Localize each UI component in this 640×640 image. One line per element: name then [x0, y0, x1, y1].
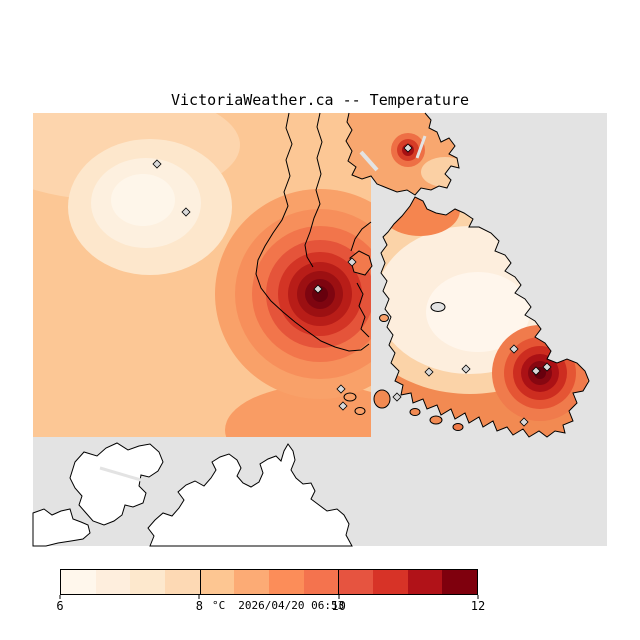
station-marker [152, 159, 162, 169]
station-marker [392, 392, 402, 402]
station-marker [424, 367, 434, 377]
warm-hotspot-west [215, 189, 371, 399]
timestamp-label: 2026/04/20 06:53 [238, 599, 345, 612]
colorbar [60, 569, 478, 595]
colorbar-segment [199, 570, 235, 594]
colorbar-tick-label: 12 [470, 599, 486, 613]
station-marker [531, 366, 541, 376]
colorbar-tick-mark [59, 595, 61, 599]
colorbar-tick-label: 10 [331, 599, 346, 613]
colorbar-segment [442, 570, 478, 594]
station-marker [181, 207, 191, 217]
units-label: °C [212, 599, 226, 612]
footer-note: °C 2026/04/20 06:53 [212, 599, 344, 612]
colorbar-segment [130, 570, 166, 594]
station-marker [338, 401, 348, 411]
station-marker [347, 257, 357, 267]
colorbar-tick-label: 8 [195, 599, 203, 613]
colorbar-segment [407, 570, 443, 594]
colorbar-divider [338, 570, 340, 594]
archipelago-coastline [345, 112, 460, 196]
map-title: VictoriaWeather.ca -- Temperature [170, 91, 469, 109]
colorbar-segment [234, 570, 270, 594]
stations-layer [152, 143, 552, 427]
colorbar-segment [303, 570, 339, 594]
small-islands [343, 250, 464, 431]
colorbar-tick-mark [198, 595, 200, 599]
station-marker [403, 143, 413, 153]
lake [430, 302, 446, 312]
field-layer [33, 113, 371, 437]
colorbar-tick-mark [477, 595, 479, 599]
colorbar-segment [338, 570, 374, 594]
colorbar-tick-labels: 6 8 10 12 [56, 595, 485, 614]
out-of-domain-land [32, 442, 353, 547]
colorbar-segment [165, 570, 200, 594]
station-marker [336, 384, 346, 394]
station-marker [509, 344, 519, 354]
station-marker [519, 417, 529, 427]
station-marker [542, 362, 552, 372]
field-coastlines [255, 112, 372, 352]
station-marker [461, 364, 471, 374]
station-marker [313, 284, 323, 294]
colorbar-segment [95, 570, 131, 594]
colorbar-tick-label: 6 [56, 599, 64, 613]
colorbar-tick-mark [338, 595, 340, 599]
main-island-coastline [380, 196, 590, 438]
colorbar-segment [61, 570, 96, 594]
colorbar-divider [199, 570, 201, 594]
colorbar-segment [373, 570, 408, 594]
colorbar-segment [269, 570, 304, 594]
